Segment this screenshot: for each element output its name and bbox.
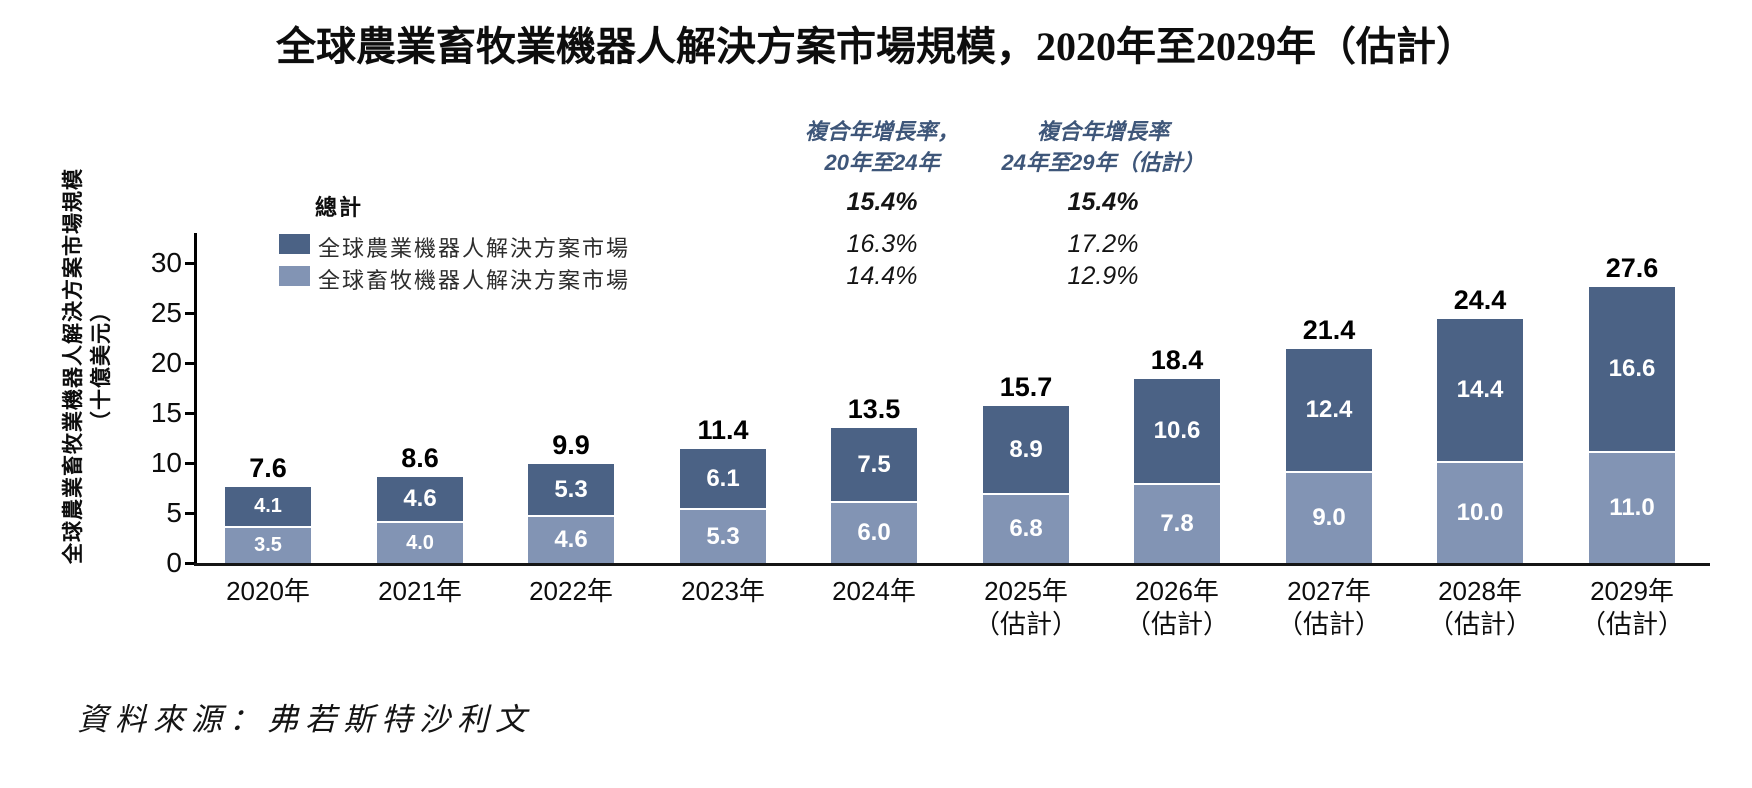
chart-title: 全球農業畜牧業機器人解決方案市場規模，2020年至2029年（估計） (276, 24, 1476, 69)
x-tick-year: 2025年 (984, 576, 1068, 606)
cagr-header-24-29: 複合年增長率 24年至29年（估計） (933, 116, 1273, 178)
bar-segment-agriculture: 10.6 (1134, 379, 1220, 485)
bar-segment-agriculture: 8.9 (983, 406, 1069, 495)
bar-segment-livestock: 6.0 (831, 503, 917, 563)
x-tick-label: 2024年 (784, 575, 964, 608)
x-tick-estimate: （估計） (1427, 609, 1532, 639)
bar-total-label: 27.6 (1605, 253, 1659, 283)
bar-total-label: 18.4 (1150, 345, 1204, 375)
bar-segment-agriculture: 5.3 (528, 464, 614, 517)
legend-swatch-livestock (279, 266, 310, 286)
x-tick-year: 2024年 (832, 576, 916, 606)
x-tick-label: 2023年 (633, 575, 813, 608)
bar-total-label: 8.6 (401, 443, 439, 473)
y-tick-label: 5 (166, 497, 182, 528)
cagr-header-20-24: 複合年增長率， 20年至24年 (712, 116, 1052, 178)
x-tick-year: 2022年 (529, 576, 613, 606)
y-tick-mark (185, 512, 194, 515)
y-tick-mark (185, 312, 194, 315)
y-tick-mark (185, 362, 194, 365)
legend-total-label: 總計 (315, 195, 364, 220)
x-tick-label: 2022年 (481, 575, 661, 608)
legend-agriculture-label: 全球農業機器人解決方案市場 (318, 236, 631, 261)
bar-segment-agriculture: 6.1 (680, 449, 766, 510)
x-tick-year: 2029年 (1590, 576, 1674, 606)
cagr-header-24-29-line1: 複合年增長率 (1036, 119, 1169, 144)
x-tick-label: 2027年 （估計） (1239, 575, 1419, 641)
x-tick-estimate: （估計） (1124, 609, 1229, 639)
x-tick-label: 2028年 （估計） (1390, 575, 1570, 641)
cagr-header-20-24-line1: 複合年增長率， (804, 119, 959, 144)
bar-segment-livestock: 7.8 (1134, 485, 1220, 563)
cagr-header-20-24-line2: 20年至24年 (824, 150, 940, 175)
bar-total-label: 11.4 (697, 415, 749, 445)
cagr-livestock-24-29: 12.9% (1067, 262, 1139, 290)
cagr-total-24-29: 15.4% (1067, 188, 1139, 216)
bar-segment-livestock: 9.0 (1286, 473, 1372, 563)
cagr-total-20-24: 15.4% (846, 188, 918, 216)
bar-total-label: 24.4 (1453, 285, 1507, 315)
bar-segment-livestock: 3.5 (225, 528, 311, 563)
x-tick-estimate: （估計） (1276, 609, 1381, 639)
x-tick-label: 2026年 （估計） (1087, 575, 1267, 641)
y-tick-mark (185, 462, 194, 465)
bar-segment-agriculture: 12.4 (1286, 349, 1372, 473)
bar-segment-agriculture: 4.1 (225, 487, 311, 528)
x-tick-label: 2021年 (330, 575, 510, 608)
cagr-agriculture-24-29: 17.2% (1067, 230, 1139, 258)
cagr-agriculture-20-24: 16.3% (846, 230, 918, 258)
source-note: 資料來源：弗若斯特沙利文 (77, 702, 533, 737)
x-tick-label: 2025年 （估計） (936, 575, 1116, 641)
x-tick-label: 2020年 (178, 575, 358, 608)
bar-segment-agriculture: 16.6 (1589, 287, 1675, 453)
y-tick-label: 0 (166, 547, 182, 578)
x-tick-year: 2020年 (226, 576, 310, 606)
legend-livestock-label: 全球畜牧機器人解決方案市場 (318, 268, 631, 293)
bar-segment-livestock: 6.8 (983, 495, 1069, 563)
bar-total-label: 7.6 (249, 453, 287, 483)
cagr-livestock-20-24: 14.4% (846, 262, 918, 290)
y-tick-mark (185, 562, 194, 565)
bar-segment-agriculture: 4.6 (377, 477, 463, 523)
y-tick-label: 25 (150, 297, 182, 328)
bar-total-label: 9.9 (552, 430, 590, 460)
bar-segment-livestock: 5.3 (680, 510, 766, 563)
x-tick-year: 2026年 (1135, 576, 1219, 606)
legend-swatch-agriculture (279, 234, 310, 254)
bar-segment-livestock: 11.0 (1589, 453, 1675, 563)
x-tick-label: 2029年 （估計） (1542, 575, 1722, 641)
y-tick-label: 10 (150, 447, 182, 478)
x-tick-year: 2027年 (1287, 576, 1371, 606)
y-tick-label: 30 (150, 247, 182, 278)
bar-segment-agriculture: 14.4 (1437, 319, 1523, 463)
y-tick-label: 20 (150, 347, 182, 378)
bar-segment-livestock: 4.6 (528, 517, 614, 563)
x-axis-line (194, 563, 1710, 566)
x-tick-year: 2023年 (681, 576, 765, 606)
y-tick-label: 15 (150, 397, 182, 428)
x-tick-year: 2021年 (378, 576, 462, 606)
bar-total-label: 15.7 (999, 372, 1053, 402)
cagr-header-24-29-line2: 24年至29年（估計） (1001, 150, 1205, 175)
bar-total-label: 21.4 (1302, 315, 1356, 345)
y-tick-mark (185, 412, 194, 415)
bar-segment-livestock: 10.0 (1437, 463, 1523, 563)
y-tick-mark (185, 262, 194, 265)
x-tick-year: 2028年 (1438, 576, 1522, 606)
x-tick-estimate: （估計） (973, 609, 1078, 639)
bar-segment-agriculture: 7.5 (831, 428, 917, 503)
y-axis-line (194, 233, 197, 566)
x-tick-estimate: （估計） (1579, 609, 1684, 639)
bar-segment-livestock: 4.0 (377, 523, 463, 563)
bar-total-label: 13.5 (847, 394, 901, 424)
